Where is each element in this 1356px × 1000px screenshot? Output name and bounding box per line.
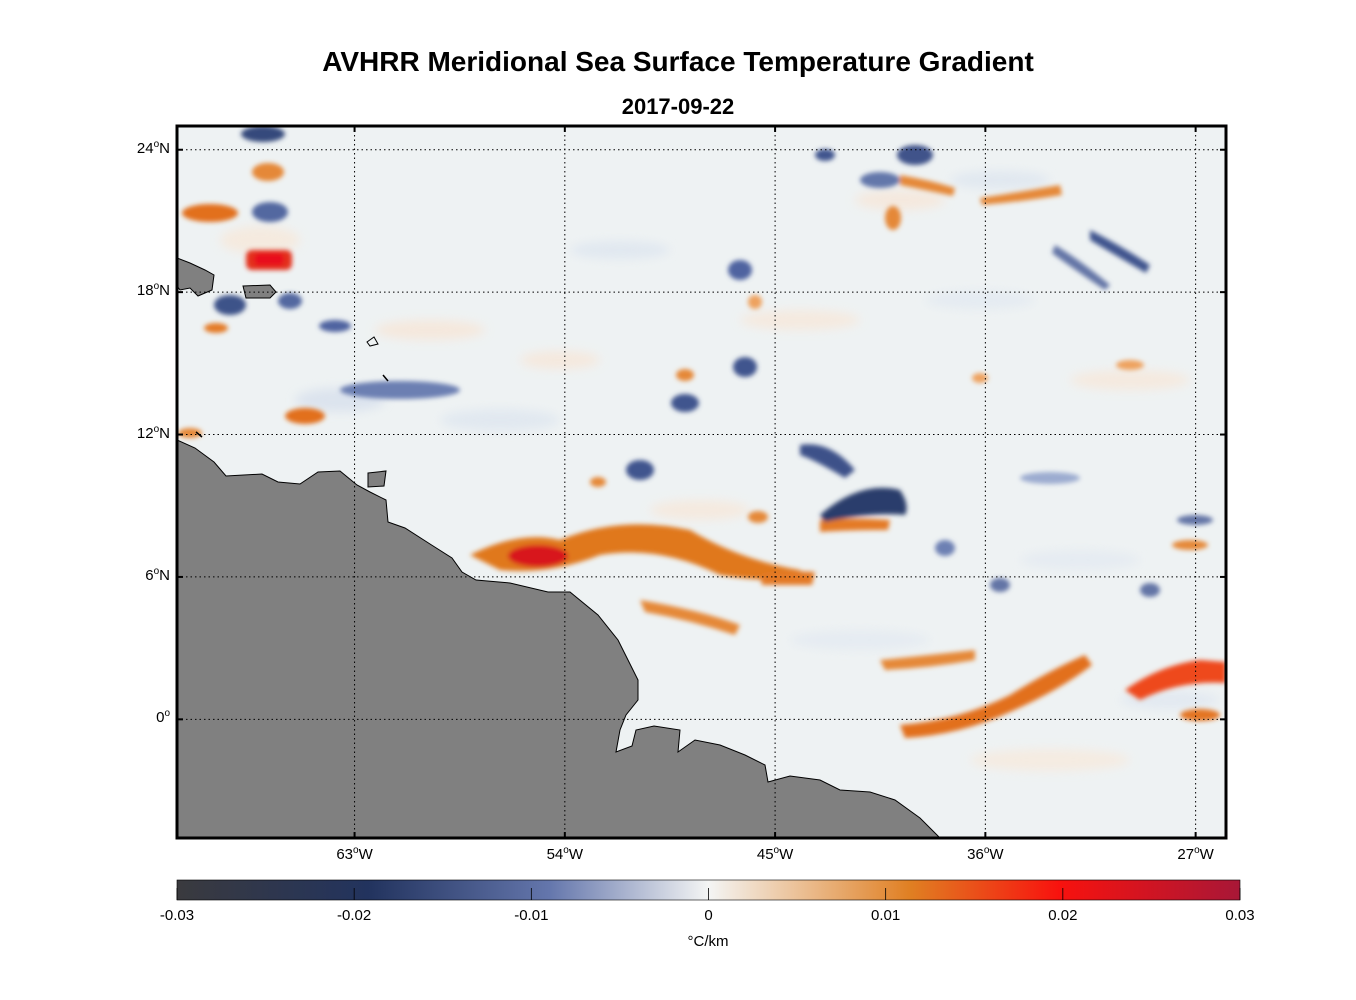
- colorbar-tick-label: 0.02: [1048, 907, 1078, 924]
- graticule: [177, 126, 1226, 838]
- lat-label: 6oN: [145, 565, 170, 584]
- cold-front-1: [820, 487, 907, 522]
- chart-title: AVHRR Meridional Sea Surface Temperature…: [322, 46, 1034, 77]
- map-frame: [175, 124, 1228, 840]
- lat-label: 0o: [156, 708, 170, 727]
- lat-label: 24oN: [136, 138, 170, 157]
- colorbar-tick-label: -0.02: [337, 907, 372, 924]
- sst-field: [177, 126, 1226, 838]
- lon-label: 36oW: [967, 845, 1004, 864]
- colorbar-units: °C/km: [687, 933, 729, 950]
- lon-label: 63oW: [336, 845, 373, 864]
- warm-front-1: [470, 524, 810, 581]
- lon-label: 45oW: [756, 845, 794, 864]
- lat-label: 18oN: [136, 281, 170, 300]
- lon-label: 27oW: [1177, 845, 1214, 864]
- colorbar-tick-label: -0.01: [514, 907, 549, 924]
- warm-front-2: [900, 655, 1092, 738]
- chart-date: 2017-09-22: [621, 94, 735, 119]
- colorbar-tick-label: -0.03: [159, 907, 195, 924]
- lon-label: 54oW: [546, 845, 584, 864]
- colorbar-ticks: [176, 888, 1241, 900]
- colorbar-tick-label: 0.01: [871, 907, 901, 924]
- lat-label: 12oN: [136, 423, 170, 442]
- colorbar-tick-label: 0.03: [1225, 907, 1255, 924]
- land: [177, 257, 941, 838]
- colorbar-tick-label: 0: [704, 907, 713, 924]
